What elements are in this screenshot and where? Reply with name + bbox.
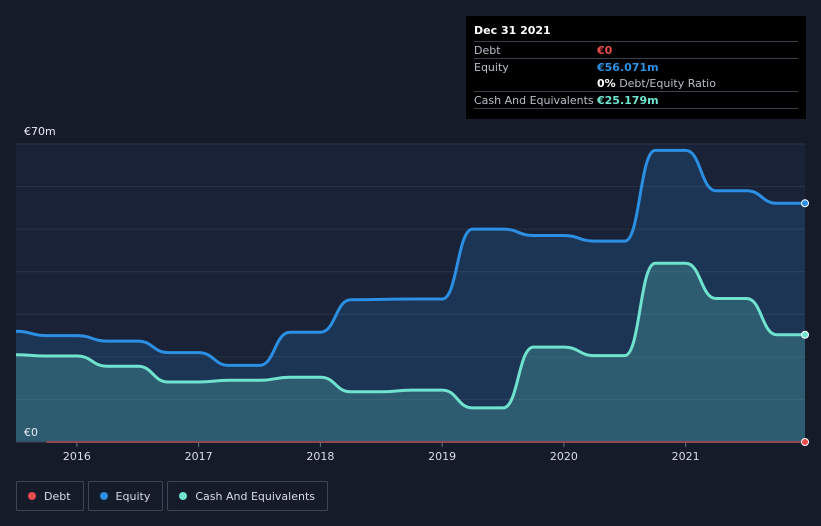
tooltip-cash-label: Cash And Equivalents [474, 93, 594, 107]
tooltip-date: Dec 31 2021 [474, 24, 551, 37]
legend-equity-label: Equity [115, 489, 151, 503]
tooltip-cash-value: €25.179m [597, 93, 659, 107]
equity-dot-icon [99, 492, 108, 500]
legend-item-debt[interactable]: Debt [16, 481, 84, 511]
tooltip-row-equity: Equity €56.071m [474, 58, 798, 75]
x-tick-label: 2021 [672, 450, 700, 463]
tooltip-debt-label: Debt [474, 43, 501, 57]
tooltip-ratio-value: 0% [597, 76, 616, 90]
tooltip-equity-label: Equity [474, 60, 509, 74]
legend: Debt Equity Cash And Equivalents [16, 481, 332, 511]
equity-area [16, 150, 805, 442]
x-axis-ticks: 2016 2017 2018 2019 2020 2021 [63, 442, 700, 463]
end-markers [801, 199, 809, 446]
cash-dot-icon [179, 492, 188, 500]
y-axis-bottom-label: €0 [24, 426, 38, 439]
tooltip-equity-value: €56.071m [597, 60, 659, 74]
debt-dot-icon [28, 492, 36, 500]
x-tick-label: 2020 [550, 450, 578, 463]
x-tick-label: 2019 [428, 450, 456, 463]
legend-cash-label: Cash And Equivalents [195, 489, 315, 503]
equity-line [15, 148, 806, 367]
tooltip: Dec 31 2021 Debt €0 Equity €56.071m 0% D… [466, 16, 806, 119]
x-tick-label: 2016 [63, 450, 91, 463]
y-axis-top-label: €70m [24, 125, 56, 138]
tooltip-debt-value: €0 [597, 43, 613, 57]
plot-area-background [16, 144, 805, 442]
x-tick-label: 2017 [185, 450, 213, 463]
cash-end-marker [801, 330, 809, 339]
tooltip-row-cash: Cash And Equivalents €25.179m [474, 91, 798, 109]
cash-line [15, 261, 805, 410]
tooltip-row-debt: Debt €0 [474, 41, 798, 58]
tooltip-ratio-label: Debt/Equity Ratio [619, 76, 716, 90]
legend-debt-label: Debt [44, 489, 71, 503]
legend-item-equity[interactable]: Equity [87, 481, 164, 511]
debt-end-marker [801, 438, 809, 446]
legend-item-cash[interactable]: Cash And Equivalents [167, 481, 328, 511]
equity-end-marker [801, 199, 809, 208]
x-tick-label: 2018 [306, 450, 334, 463]
cash-area [16, 263, 805, 442]
tooltip-row-ratio: 0% Debt/Equity Ratio [474, 75, 798, 91]
